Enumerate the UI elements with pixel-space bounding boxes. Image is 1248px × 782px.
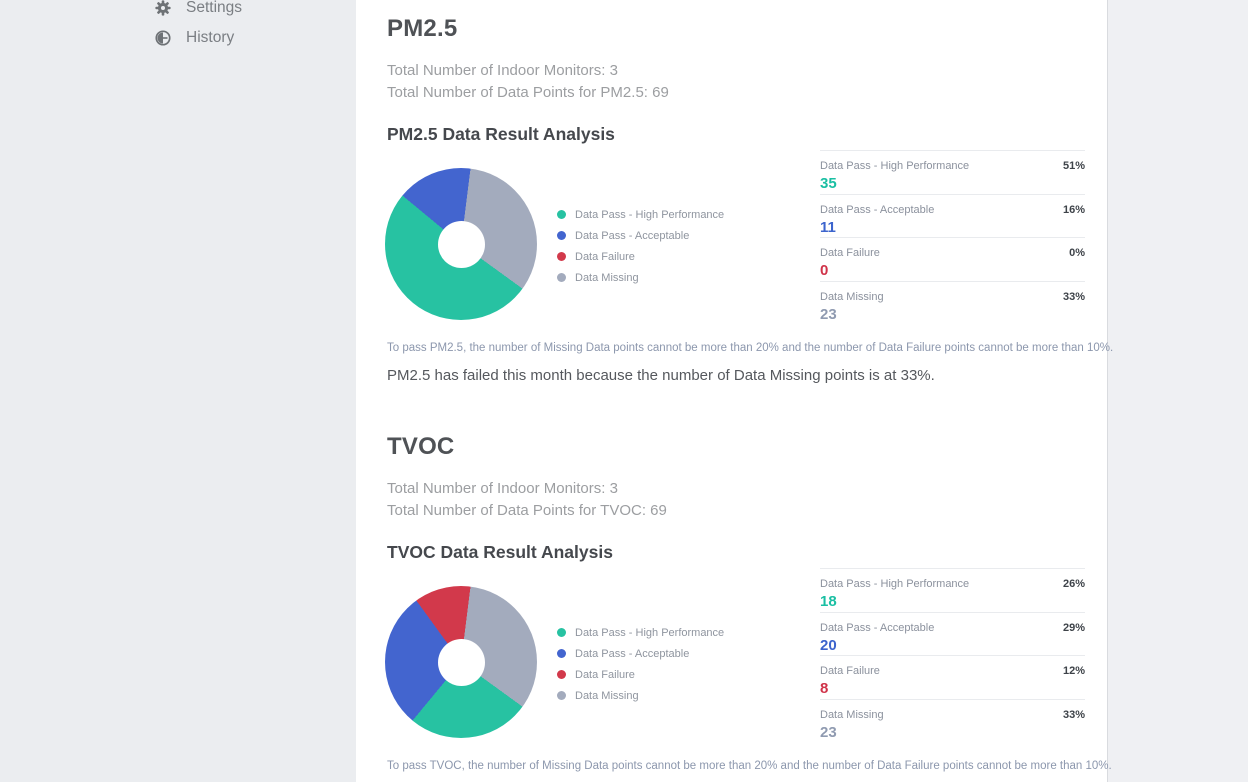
totals: Total Number of Indoor Monitors: 3 Total… (387, 478, 667, 522)
totals: Total Number of Indoor Monitors: 3 Total… (387, 60, 669, 104)
page-title: PM2.5 (387, 15, 458, 42)
clock-icon (155, 30, 171, 46)
stat-label: Data Pass - Acceptable (820, 621, 935, 634)
legend-item[interactable]: Data Pass - High Performance (557, 204, 724, 225)
total-monitors-text: Total Number of Indoor Monitors: 3 (387, 480, 618, 497)
stat-label: Data Pass - Acceptable (820, 203, 935, 216)
stats-table: Data Pass - High Performance 26% 18 Data… (820, 568, 1085, 742)
legend-label: Data Pass - Acceptable (575, 647, 690, 660)
legend-item[interactable]: Data Pass - Acceptable (557, 643, 724, 664)
section-pm25: PM2.5 Total Number of Indoor Monitors: 3… (356, 14, 1114, 432)
total-points-text: Total Number of Data Points for TVOC: 69 (387, 502, 667, 519)
legend-dot-icon (557, 210, 566, 219)
analysis-title: PM2.5 Data Result Analysis (387, 124, 615, 144)
legend-item[interactable]: Data Failure (557, 246, 724, 267)
stat-label: Data Failure (820, 665, 880, 677)
stat-percent: 16% (1062, 203, 1085, 216)
pass-rule-note: To pass TVOC, the number of Missing Data… (387, 760, 1112, 772)
pass-rule-note: To pass PM2.5, the number of Missing Dat… (387, 342, 1114, 354)
legend-label: Data Pass - Acceptable (575, 229, 690, 242)
stat-label: Data Missing (820, 290, 884, 303)
stats-table: Data Pass - High Performance 51% 35 Data… (820, 150, 1085, 324)
chart-legend: Data Pass - High Performance Data Pass -… (557, 204, 724, 288)
total-monitors-text: Total Number of Indoor Monitors: 3 (387, 62, 618, 79)
legend-dot-icon (557, 252, 566, 261)
legend-dot-icon (557, 649, 566, 658)
stat-label: Data Failure (820, 247, 880, 259)
stat-percent: 33% (1062, 290, 1085, 303)
table-row: Data Failure 0% 0 (820, 237, 1085, 281)
stat-percent: 33% (1062, 708, 1085, 721)
total-points-text: Total Number of Data Points for PM2.5: 6… (387, 84, 669, 101)
page-title: TVOC (387, 433, 455, 460)
table-row: Data Failure 12% 8 (820, 655, 1085, 699)
stat-value: 23 (820, 305, 837, 323)
table-row: Data Pass - High Performance 51% 35 (820, 150, 1085, 194)
donut-hole (437, 220, 485, 268)
stat-percent: 29% (1062, 621, 1085, 634)
legend-label: Data Pass - High Performance (575, 208, 725, 221)
table-row: Data Pass - Acceptable 16% 11 (820, 193, 1085, 238)
stat-value: 18 (820, 593, 837, 610)
stat-value: 35 (820, 175, 837, 192)
legend-dot-icon (557, 628, 566, 637)
legend-item[interactable]: Data Failure (557, 664, 724, 685)
legend-dot-icon (557, 670, 566, 679)
legend-item[interactable]: Data Pass - Acceptable (557, 225, 724, 246)
legend-label: Data Pass - High Performance (575, 626, 725, 639)
legend-label: Data Missing (575, 689, 639, 702)
section-tvoc: TVOC Total Number of Indoor Monitors: 3 … (356, 432, 1112, 782)
sidebar-item-history[interactable]: History (155, 29, 235, 46)
stat-label: Data Missing (820, 708, 884, 721)
sidebar: Settings History (0, 0, 357, 782)
stat-percent: 51% (1062, 160, 1085, 172)
legend-dot-icon (557, 273, 566, 282)
stat-value: 20 (820, 636, 837, 654)
legend-dot-icon (557, 691, 566, 700)
chart-legend: Data Pass - High Performance Data Pass -… (557, 622, 724, 706)
legend-item[interactable]: Data Missing (557, 267, 724, 288)
stat-percent: 12% (1062, 665, 1085, 677)
legend-label: Data Missing (575, 271, 639, 284)
result-note: PM2.5 has failed this month because the … (387, 367, 935, 384)
stat-value: 8 (820, 680, 829, 697)
stat-value: 0 (820, 262, 829, 279)
stat-label: Data Pass - High Performance (820, 578, 970, 590)
table-row: Data Pass - High Performance 26% 18 (820, 568, 1085, 612)
legend-item[interactable]: Data Missing (557, 685, 724, 706)
stat-percent: 26% (1062, 578, 1085, 590)
legend-dot-icon (557, 231, 566, 240)
legend-item[interactable]: Data Pass - High Performance (557, 622, 724, 643)
sidebar-item-label: History (186, 29, 235, 46)
table-row: Data Pass - Acceptable 29% 20 (820, 611, 1085, 656)
stat-label: Data Pass - High Performance (820, 160, 970, 172)
stat-value: 23 (820, 723, 837, 741)
stat-value: 11 (820, 218, 836, 236)
donut-chart-pm25[interactable] (385, 168, 537, 320)
sidebar-item-label: Settings (186, 0, 243, 16)
analysis-title: TVOC Data Result Analysis (387, 542, 613, 562)
table-row: Data Missing 33% 23 (820, 280, 1085, 325)
stat-percent: 0% (1069, 247, 1085, 259)
sidebar-item-settings[interactable]: Settings (155, 0, 242, 16)
legend-label: Data Failure (575, 250, 635, 263)
donut-hole (437, 638, 485, 686)
legend-label: Data Failure (575, 668, 635, 681)
gear-icon (155, 0, 171, 16)
table-row: Data Missing 33% 23 (820, 698, 1085, 743)
donut-chart-tvoc[interactable] (385, 586, 537, 738)
report-card: PM2.5 Total Number of Indoor Monitors: 3… (356, 0, 1114, 782)
